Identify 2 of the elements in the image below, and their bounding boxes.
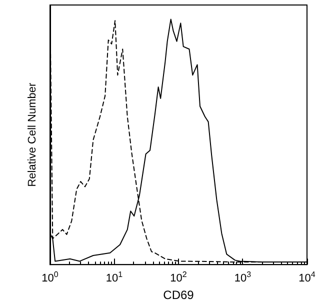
x-axis-title: CD69: [163, 288, 194, 302]
y-axis-title: Relative Cell Number: [26, 82, 38, 187]
